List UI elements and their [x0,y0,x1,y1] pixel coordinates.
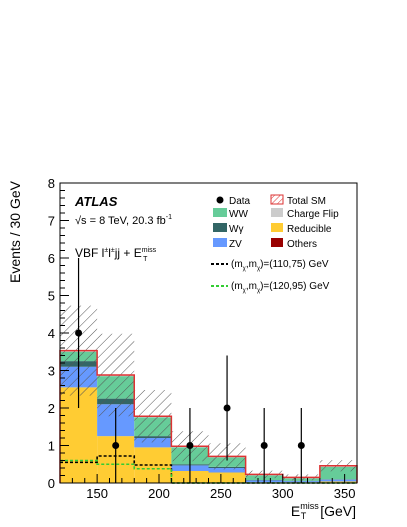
energy-label: √s = 8 TeV, 20.3 fb-1 [75,214,172,227]
legend-data-marker [217,197,224,204]
legend-signal1-label: (mχ,mχ)=(110,75) GeV [231,259,329,272]
data-point-4 [261,442,268,449]
x-tick-label-200: 200 [148,486,170,501]
y-tick-label-4: 4 [48,326,55,341]
x-tick-label-300: 300 [272,486,294,501]
legend-reducible-label: Reducible [287,224,332,235]
x-axis-label: Emiss T [GeV] [291,501,356,521]
legend-chargeflip-label: Charge Flip [287,209,339,220]
legend-zv-swatch [213,238,227,247]
legend-zv-label: ZV [229,239,242,250]
legend-others-swatch [271,238,283,247]
y-tick-label-0: 0 [48,476,55,491]
data-point-3 [224,405,231,412]
y-axis-label: Events / 30 GeV [7,180,23,283]
y-tick-label-6: 6 [48,251,55,266]
data-point-1 [112,442,119,449]
y-tick-label-8: 8 [48,176,55,191]
y-tick-label-7: 7 [48,214,55,229]
legend-others-label: Others [287,239,317,250]
legend-ww-swatch [213,208,227,217]
legend-ww-label: WW [229,209,248,220]
y-tick-label-1: 1 [48,439,55,454]
atlas-label: ATLAS [74,194,118,209]
data-point-5 [298,442,305,449]
legend: Data Total SM WW Charge Flip Wγ Reducibl… [211,195,339,294]
data-point-2 [186,442,193,449]
y-tick-label-5: 5 [48,289,55,304]
y-tick-label-3: 3 [48,364,55,379]
y-tick-label-2: 2 [48,401,55,416]
legend-wgamma-label: Wγ [229,224,243,235]
legend-data-label: Data [229,196,251,207]
data-point-0 [75,330,82,337]
legend-signal2-label: (mχ,mχ)=(120,95) GeV [231,281,330,294]
legend-chargeflip-swatch [271,208,283,217]
x-tick-label-150: 150 [86,486,108,501]
channel-label: VBF l±l±jj + Emiss T [75,246,157,263]
legend-reducible-swatch [271,223,283,232]
x-tick-label-350: 350 [334,486,356,501]
legend-wgamma-swatch [213,223,227,232]
bar-1-7 [320,480,357,482]
x-tick-label-250: 250 [210,486,232,501]
legend-total-sm-label: Total SM [287,196,326,207]
bar-0-4 [209,473,246,484]
legend-total-sm-swatch [271,195,283,204]
